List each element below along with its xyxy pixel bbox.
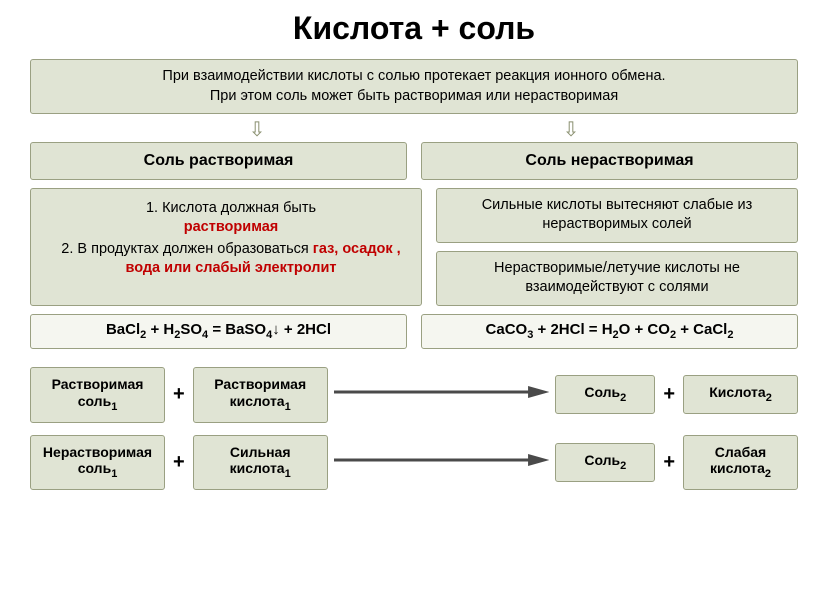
arrow-right-icon: [334, 385, 550, 404]
branch-header-left: Соль растворимая: [30, 142, 407, 180]
arrow-down-right: ⇩: [563, 120, 580, 140]
schema1-reagent2: Растворимая кислота1: [193, 367, 328, 423]
rule-left-2: В продуктах должен образоваться газ, оса…: [55, 240, 407, 279]
schema2-product1: Соль2: [555, 443, 655, 482]
s1r2l1: Растворимая: [214, 376, 306, 392]
branch-arrows: ⇩ ⇩: [20, 120, 808, 140]
branch-header-right: Соль нерастворимая: [421, 142, 798, 180]
equation-right: CaCO3 + 2HCl = H2O + CO2 + CaCl2: [421, 314, 798, 349]
schema2-product2: Слабая кислота2: [683, 435, 798, 491]
plus-icon: +: [661, 383, 677, 406]
s1r2l2: кислота1: [230, 393, 291, 409]
s1r1l2: соль1: [78, 393, 118, 409]
schema1-reagent1: Растворимая соль1: [30, 367, 165, 423]
schema-row-2: Нерастворимая соль1 + Сильная кислота1 С…: [30, 435, 798, 491]
s2r1l2: соль1: [78, 460, 118, 476]
rules-right-box-2: Нерастворимые/летучие кислоты не взаимод…: [436, 251, 798, 306]
intro-line1: При взаимодействии кислоты с солью проте…: [162, 68, 665, 84]
equation-left: BaCl2 + H2SO4 = BaSO4↓ + 2HCl: [30, 314, 407, 349]
rule1-red: растворимая: [184, 219, 279, 235]
plus-icon: +: [661, 451, 677, 474]
s2r1l1: Нерастворимая: [43, 444, 152, 460]
schema1-product2: Кислота2: [683, 375, 798, 414]
page-title: Кислота + соль: [20, 10, 808, 47]
s2p2l1: Слабая: [715, 444, 766, 460]
arrow-right-icon: [334, 453, 550, 472]
rule1-pre: Кислота должная быть: [162, 200, 316, 216]
rule2-pre: В продуктах должен образоваться: [77, 241, 312, 257]
s2p2l2: кислота2: [710, 460, 771, 476]
plus-icon: +: [171, 383, 187, 406]
s2r2l1: Сильная: [230, 444, 291, 460]
plus-icon: +: [171, 451, 187, 474]
schema2-reagent1: Нерастворимая соль1: [30, 435, 165, 491]
rules-left-box: Кислота должная быть растворимая В проду…: [30, 188, 422, 306]
intro-box: При взаимодействии кислоты с солью проте…: [30, 59, 798, 114]
intro-line2: При этом соль может быть растворимая или…: [210, 88, 618, 104]
rules-right-box-1: Сильные кислоты вытесняют слабые из нера…: [436, 188, 798, 243]
s2r2l2: кислота1: [230, 460, 291, 476]
s1r1l1: Растворимая: [52, 376, 144, 392]
schema-row-1: Растворимая соль1 + Растворимая кислота1…: [30, 367, 798, 423]
schema2-reagent2: Сильная кислота1: [193, 435, 328, 491]
rule-left-1: Кислота должная быть растворимая: [55, 199, 407, 238]
schema1-product1: Соль2: [555, 375, 655, 414]
arrow-down-left: ⇩: [249, 120, 266, 140]
